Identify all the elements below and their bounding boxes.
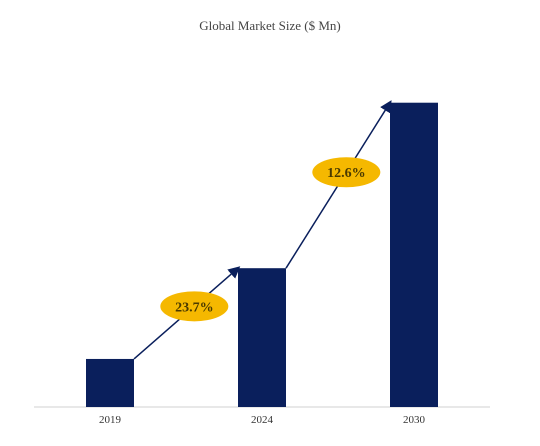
chart-title: Global Market Size ($ Mn): [199, 18, 341, 33]
growth-badge-2: [312, 157, 381, 188]
bar-2019: [86, 358, 134, 407]
x-tick-label: 2030: [403, 414, 426, 426]
growth-rate-label-2: 12.6%: [327, 166, 366, 181]
x-tick-label: 2019: [99, 414, 122, 426]
bar-2030: [390, 102, 438, 407]
bar-2024: [238, 268, 286, 407]
growth-rate-label-1: 23.7%: [175, 300, 214, 315]
growth-badge-1: [160, 291, 229, 322]
x-tick-label: 2024: [251, 414, 274, 426]
